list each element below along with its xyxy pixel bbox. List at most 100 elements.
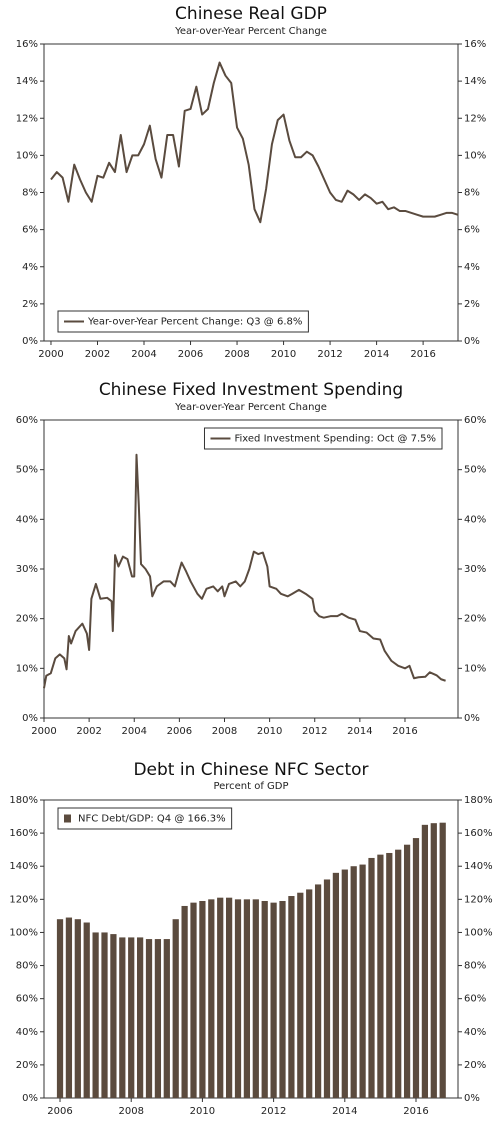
- y2-tick-label: 12%: [464, 113, 486, 124]
- x-tick-label: 2016: [403, 1106, 428, 1117]
- bar: [208, 899, 215, 1098]
- bar: [430, 823, 437, 1098]
- legend-label: Year-over-Year Percent Change: Q3 @ 6.8%: [87, 317, 302, 328]
- x-tick-label: 2014: [347, 726, 372, 737]
- y2-tick-label: 16%: [464, 39, 486, 50]
- bar: [412, 838, 420, 1098]
- y-tick-label: 60%: [16, 415, 38, 426]
- y-tick-label: 140%: [9, 861, 38, 872]
- legend-box: [57, 807, 233, 830]
- x-tick-label: 2014: [364, 349, 389, 360]
- chart-title: Chinese Real GDP: [175, 4, 327, 24]
- y2-tick-label: 40%: [464, 1027, 486, 1038]
- y-tick-label: 10%: [16, 663, 38, 674]
- bar: [101, 932, 108, 1098]
- x-tick-label: 2004: [122, 726, 147, 737]
- legend-label: NFC Debt/GDP: Q4 @ 166.3%: [78, 814, 226, 825]
- chart-subtitle: Percent of GDP: [213, 781, 288, 792]
- bar: [217, 897, 224, 1098]
- bar: [56, 919, 64, 1098]
- y-tick-label: 30%: [16, 564, 38, 575]
- bar: [252, 899, 259, 1098]
- y-tick-label: 160%: [9, 828, 38, 839]
- y-tick-label: 16%: [16, 39, 38, 50]
- y-tick-label: 0%: [22, 713, 38, 724]
- y-tick-label: 10%: [16, 150, 38, 161]
- y-tick-label: 0%: [22, 336, 38, 347]
- plot-frame: [43, 799, 459, 1099]
- x-tick-label: 2000: [31, 726, 56, 737]
- y-tick-label: 40%: [16, 1027, 38, 1038]
- bar: [421, 824, 429, 1098]
- y-tick-label: 100%: [9, 927, 38, 938]
- bar: [377, 854, 384, 1098]
- y2-tick-label: 180%: [464, 795, 493, 806]
- data-line: [50, 61, 459, 224]
- bar: [172, 919, 179, 1098]
- legend-box: [203, 427, 443, 450]
- x-tick-label: 2012: [302, 726, 327, 737]
- legend-label: Fixed Investment Spending: Oct @ 7.5%: [234, 434, 436, 445]
- y2-tick-label: 60%: [464, 415, 486, 426]
- bar: [395, 849, 402, 1098]
- x-tick-label: 2008: [224, 349, 249, 360]
- y-tick-label: 20%: [16, 614, 38, 625]
- y-tick-label: 80%: [16, 961, 38, 972]
- bar: [403, 844, 411, 1098]
- y2-tick-label: 50%: [464, 465, 486, 476]
- y2-tick-label: 20%: [464, 614, 486, 625]
- legend-box: [57, 310, 309, 333]
- y-tick-label: 120%: [9, 894, 38, 905]
- y2-tick-label: 80%: [464, 961, 486, 972]
- bar: [359, 864, 366, 1098]
- x-tick-label: 2004: [131, 349, 156, 360]
- bar: [199, 900, 206, 1098]
- chart-subtitle: Year-over-Year Percent Change: [174, 402, 327, 413]
- x-tick-label: 2016: [410, 349, 435, 360]
- bar: [83, 922, 90, 1098]
- x-tick-label: 2014: [332, 1106, 357, 1117]
- y2-tick-label: 4%: [464, 262, 480, 273]
- y2-tick-label: 0%: [464, 1093, 480, 1104]
- bar: [306, 889, 313, 1098]
- plot-frame: [43, 43, 459, 342]
- bar: [386, 852, 393, 1098]
- bar: [270, 902, 277, 1098]
- bar: [332, 872, 340, 1098]
- bar: [243, 899, 251, 1098]
- y2-tick-label: 10%: [464, 150, 486, 161]
- x-tick-label: 2010: [190, 1106, 215, 1117]
- chart-title: Debt in Chinese NFC Sector: [133, 760, 368, 780]
- bar: [261, 900, 268, 1098]
- y-tick-label: 2%: [22, 299, 38, 310]
- bar: [439, 822, 446, 1098]
- data-line: [43, 453, 446, 689]
- y-tick-label: 6%: [22, 225, 38, 236]
- bar: [323, 879, 331, 1098]
- y2-tick-label: 2%: [464, 299, 480, 310]
- y2-tick-label: 0%: [464, 713, 480, 724]
- x-tick-label: 2016: [392, 726, 417, 737]
- x-tick-label: 2012: [317, 349, 342, 360]
- y-tick-label: 40%: [16, 514, 38, 525]
- bar: [368, 857, 375, 1098]
- y2-tick-label: 8%: [464, 188, 480, 199]
- bar: [74, 919, 81, 1098]
- bar: [145, 939, 153, 1098]
- x-tick-label: 2006: [47, 1106, 72, 1117]
- bar: [314, 884, 322, 1098]
- x-tick-label: 2002: [85, 349, 110, 360]
- bar: [288, 896, 295, 1098]
- x-tick-label: 2000: [38, 349, 63, 360]
- y2-tick-label: 14%: [464, 76, 486, 87]
- x-tick-label: 2012: [261, 1106, 286, 1117]
- bar: [350, 866, 357, 1098]
- y2-tick-label: 60%: [464, 994, 486, 1005]
- x-tick-label: 2006: [178, 349, 203, 360]
- y2-tick-label: 100%: [464, 927, 493, 938]
- y2-tick-label: 160%: [464, 828, 493, 839]
- bar: [136, 937, 144, 1098]
- y-tick-label: 60%: [16, 994, 38, 1005]
